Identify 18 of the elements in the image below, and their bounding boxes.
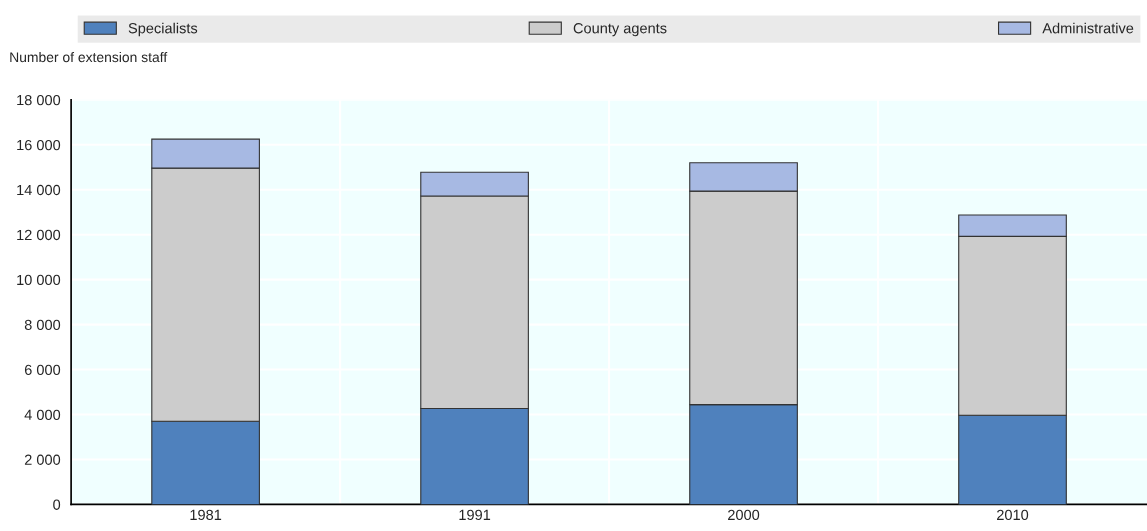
legend-label: Specialists [128, 22, 198, 37]
y-tick-label: 18 000 [17, 94, 61, 106]
x-tick-label: 2010 [997, 509, 1029, 521]
y-tick-label: 4 000 [24, 409, 61, 420]
y-tick-label: 10 000 [17, 274, 61, 286]
y-tick-label: 14 000 [17, 184, 61, 196]
y-tick-label: 16 000 [17, 139, 61, 151]
y-axis-title: Number of extension staff [10, 51, 168, 63]
x-tick-label: 1991 [459, 509, 491, 521]
y-tick-label: 12 000 [17, 229, 61, 241]
y-tick-label: 6 000 [24, 364, 61, 375]
x-tick-label: 2000 [728, 509, 760, 521]
legend-label: County agents [573, 23, 667, 37]
x-tick-label: 1981 [190, 509, 222, 521]
y-tick-label: 0 [53, 499, 61, 510]
legend-label: Administrative [1042, 22, 1134, 34]
y-tick-label: 8 000 [24, 319, 61, 331]
y-tick-label: 2 000 [24, 454, 61, 465]
